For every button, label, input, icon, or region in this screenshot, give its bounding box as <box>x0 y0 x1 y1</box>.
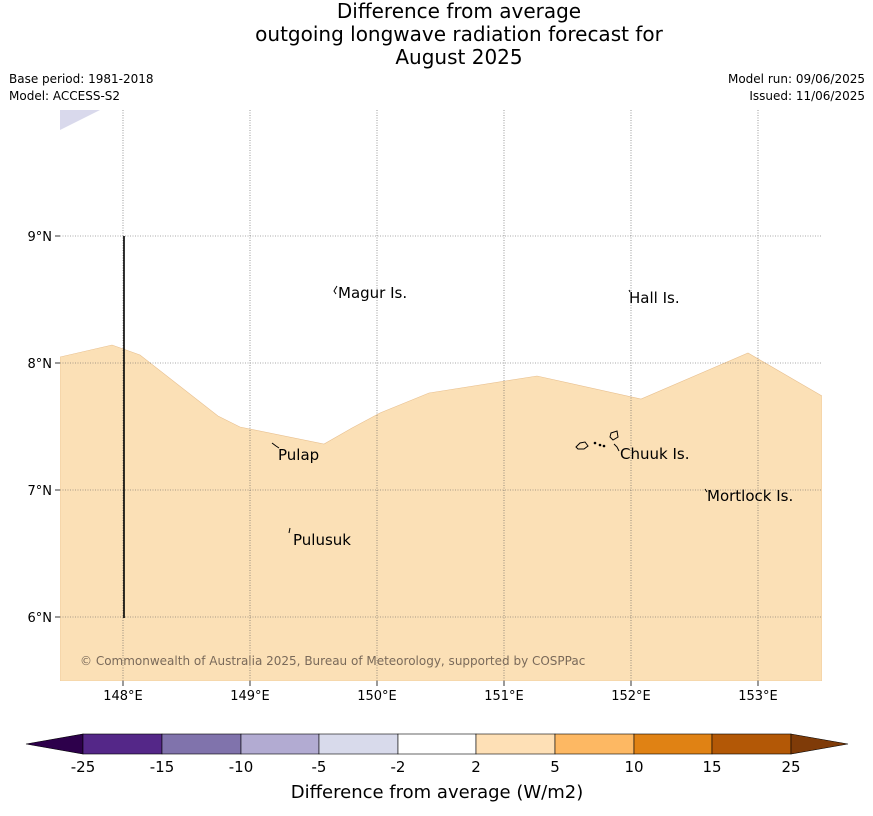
place-label-magur: Magur Is. <box>338 284 407 302</box>
lon-tick-label: 148°E <box>103 689 143 704</box>
model-run: Model run: 09/06/2025 <box>727 72 865 86</box>
place-label-chuuk: Chuuk Is. <box>620 445 689 463</box>
place-label-mortlock: Mortlock Is. <box>707 487 793 505</box>
map-title: Difference from average outgoing longwav… <box>0 0 873 69</box>
colorbar-label: 10 <box>624 758 643 776</box>
colorbar-segment <box>397 733 477 755</box>
lon-tick-label: 152°E <box>611 689 651 704</box>
colorbar-segment <box>318 733 399 755</box>
colorbar-segment <box>240 733 320 755</box>
lat-tick-label: 9°N <box>28 230 53 245</box>
lat-tick-label: 6°N <box>28 611 53 626</box>
lon-tick-labels: 148°E 149°E 150°E 151°E 152°E 153°E <box>103 689 778 704</box>
colorbar-segment <box>161 733 242 755</box>
colorbar-segment <box>711 733 792 755</box>
colorbar-extend-low <box>25 733 84 755</box>
base-period: Base period: 1981-2018 <box>9 72 154 86</box>
place-label-hall: Hall Is. <box>629 289 680 307</box>
colorbar-extend-high <box>790 733 849 755</box>
island-magur <box>333 285 338 295</box>
colorbar-segment <box>82 733 163 755</box>
lon-tick-label: 151°E <box>484 689 524 704</box>
meta-right: Model run: 09/06/2025 Issued: 11/06/2025 <box>728 71 865 105</box>
lat-tick-label: 8°N <box>28 357 53 372</box>
island-chuuk <box>575 430 620 452</box>
colorbar-segment <box>475 733 556 755</box>
island-mortlock <box>704 488 708 493</box>
meta-left: Base period: 1981-2018 Model: ACCESS-S2 <box>9 71 154 105</box>
islands <box>271 285 708 534</box>
colorbar-label: 15 <box>702 758 721 776</box>
tick-marks <box>55 235 759 686</box>
island-hall <box>628 289 631 293</box>
map-area: Magur Is. Hall Is. Pulap Chuuk Is. Mortl… <box>60 110 822 681</box>
place-label-pulusuk: Pulusuk <box>293 531 351 549</box>
colorbar-label: -5 <box>312 758 327 776</box>
colorbar-label: 25 <box>781 758 800 776</box>
title-line-1: Difference from average <box>336 0 582 23</box>
lat-tick-label: 7°N <box>28 484 53 499</box>
colorbar-segment <box>554 733 635 755</box>
colorbar-label: 5 <box>550 758 560 776</box>
issued-date: Issued: 11/06/2025 <box>749 89 865 103</box>
island-pulusuk <box>288 527 291 534</box>
colorbar-segment <box>633 733 713 755</box>
colorbar-label: -2 <box>391 758 406 776</box>
copyright-note: © Commonwealth of Australia 2025, Bureau… <box>80 654 585 668</box>
colorbar <box>25 733 849 755</box>
title-line-2: outgoing longwave radiation forecast for <box>255 22 663 46</box>
colorbar-label: 2 <box>471 758 481 776</box>
place-label-pulap: Pulap <box>278 446 319 464</box>
lat-tick-labels: 9°N 8°N 7°N 6°N <box>28 230 53 626</box>
colorbar-label: -25 <box>71 758 96 776</box>
anomaly-fill-negative <box>60 110 100 130</box>
lon-tick-label: 150°E <box>357 689 397 704</box>
colorbar-labels: -25 -15 -10 -5 -2 2 5 10 15 25 <box>71 758 801 776</box>
lon-tick-label: 153°E <box>738 689 778 704</box>
colorbar-label: -10 <box>229 758 254 776</box>
title-line-3: August 2025 <box>395 45 523 69</box>
island-pulap <box>271 442 280 449</box>
colorbar-title: Difference from average (W/m2) <box>291 782 583 803</box>
model-name: Model: ACCESS-S2 <box>9 89 121 103</box>
gridlines <box>60 110 822 681</box>
colorbar-label: -15 <box>150 758 175 776</box>
lon-tick-label: 149°E <box>230 689 270 704</box>
anomaly-fill-positive <box>60 344 822 681</box>
